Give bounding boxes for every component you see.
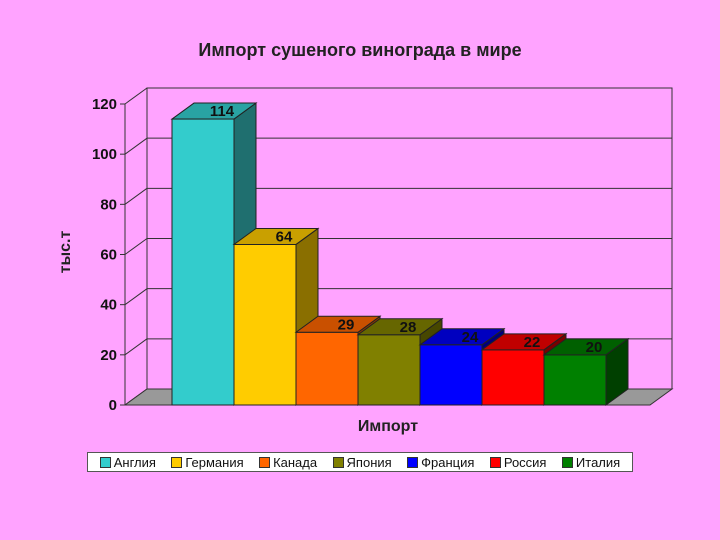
legend-swatch: [332, 456, 344, 468]
bar-value-label: 22: [524, 334, 541, 351]
legend: Англия Германия Канада Япония Франция Россия И…: [87, 452, 633, 472]
bar-value-label: 20: [586, 339, 603, 356]
legend-item: Россия: [489, 454, 547, 470]
bar-7: [542, 337, 630, 406]
legend-item: Франция: [407, 455, 474, 470]
grid-diagonal: [124, 187, 148, 205]
legend-label: Италия: [575, 454, 621, 470]
bar-front: [233, 243, 297, 406]
bar-top: [480, 333, 568, 351]
bar-top: [294, 315, 382, 333]
legend-swatch: [171, 456, 183, 468]
bar-value-label: 24: [462, 329, 479, 346]
y-tick-label: 120: [92, 96, 117, 113]
grid-diagonal: [124, 137, 148, 155]
legend-label: Англия: [113, 454, 156, 470]
legend-item: Италия: [561, 454, 621, 470]
bar-value-label: 28: [400, 319, 417, 336]
chart-title: Импорт сушеного винограда в мире: [198, 40, 522, 60]
legend-label: Канада: [273, 454, 318, 470]
grid-diagonal: [124, 288, 148, 306]
bar-value-label: 114: [210, 103, 235, 120]
bars-layer: [170, 102, 630, 406]
bar-top: [356, 318, 444, 336]
y-tick-label: 80: [100, 196, 117, 213]
axis-layer: 0 20 40 60 80 100 120: [92, 96, 126, 414]
legend-swatch: [259, 456, 271, 468]
y-axis-title: тыс.т: [57, 231, 74, 274]
legend-label: Франция: [421, 454, 475, 470]
bar-front: [295, 331, 359, 406]
bar-front: [357, 334, 421, 406]
grid-diagonal: [124, 238, 148, 255]
y-tick-label: 20: [100, 347, 117, 364]
legend-item: Япония: [332, 454, 392, 470]
grid-diagonal: [124, 338, 148, 356]
legend-item: Германия: [171, 454, 244, 470]
bar-front: [419, 344, 483, 406]
y-tick-label: 60: [100, 247, 117, 264]
bar-top: [232, 227, 320, 245]
bar-value-label: 64: [276, 228, 293, 245]
y-tick-label: 100: [92, 146, 117, 163]
legend-item: Канада: [259, 455, 317, 470]
legend-swatch: [407, 456, 419, 468]
bar-value-label: 29: [338, 316, 355, 333]
labels-layer: 114 64 29 28 24 22 20: [210, 103, 602, 356]
bar-front: [543, 354, 607, 406]
legend-label: Япония: [346, 454, 392, 470]
bar-front: [481, 349, 545, 406]
legend-label: Россия: [503, 454, 547, 470]
legend-swatch: [99, 456, 111, 468]
legend-swatch: [489, 456, 501, 468]
y-tick-label: 0: [109, 397, 117, 414]
bar-front: [171, 118, 235, 406]
x-axis-title: Импорт: [358, 418, 418, 435]
bar-top: [170, 102, 258, 120]
legend-swatch: [561, 456, 573, 468]
y-tick-label: 40: [100, 297, 117, 314]
legend-item: Англия: [99, 454, 156, 470]
grid-diagonal: [124, 87, 148, 105]
legend-label: Германия: [185, 454, 244, 470]
bar-top: [418, 328, 506, 346]
bar-top: [542, 338, 630, 356]
